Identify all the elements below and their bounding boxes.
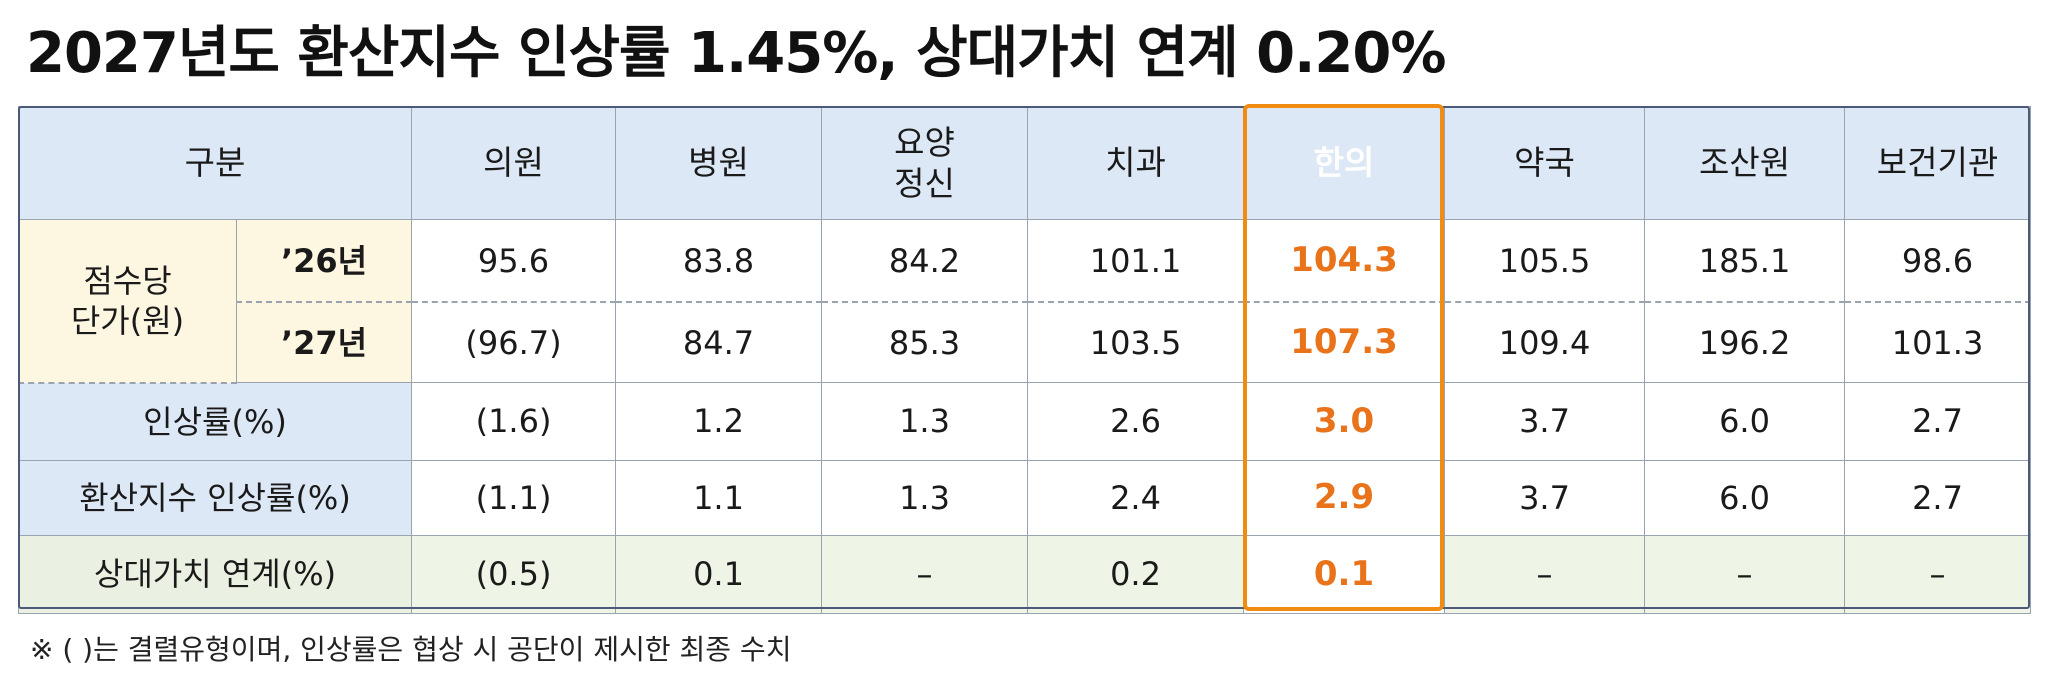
cell: 84.7 <box>615 301 823 383</box>
cell: 105.5 <box>1444 219 1646 303</box>
fee-table: 구분 의원 병원 요양 정신 치과 한의 약국 조산원 보건기관 점수당 단가(… <box>17 104 2032 614</box>
header-col-hospital: 병원 <box>615 106 823 220</box>
header-col-dental: 치과 <box>1027 106 1245 220</box>
cell: 83.8 <box>615 219 823 303</box>
cell: 0.2 <box>1027 534 1245 614</box>
cell: 84.2 <box>821 219 1029 303</box>
header-col-clinic: 의원 <box>411 106 617 220</box>
cell: 109.4 <box>1444 301 1646 383</box>
cell: – <box>1644 534 1846 614</box>
cell: 6.0 <box>1644 382 1846 461</box>
footnote: ※ ( )는 결렬유형이며, 인상률은 협상 시 공단이 제시한 최종 수치 <box>30 633 792 666</box>
cell: 0.1 <box>615 534 823 614</box>
cell: 2.7 <box>1844 459 2032 536</box>
cell: 1.1 <box>615 459 823 536</box>
cell: 185.1 <box>1644 219 1846 303</box>
table-row-conversion-rate: 환산지수 인상률(%) (1.1) 1.1 1.3 2.4 2.9 3.7 6.… <box>17 459 2032 536</box>
cell: 85.3 <box>821 301 1029 383</box>
row-label-relative-value: 상대가치 연계(%) <box>17 534 413 614</box>
cell-highlight: 104.3 <box>1243 219 1446 303</box>
header-col-nursing: 요양 정신 <box>821 106 1029 220</box>
cell-highlight: 2.9 <box>1243 459 1446 536</box>
cell: 6.0 <box>1644 459 1846 536</box>
cell: 1.3 <box>821 459 1029 536</box>
cell: 1.2 <box>615 382 823 461</box>
fee-table-grid: 구분 의원 병원 요양 정신 치과 한의 약국 조산원 보건기관 점수당 단가(… <box>17 106 2032 614</box>
row-label-rate: 인상률(%) <box>17 382 413 461</box>
cell: 196.2 <box>1644 301 1846 383</box>
cell: 95.6 <box>411 219 617 303</box>
table-row-rate: 인상률(%) (1.6) 1.2 1.3 2.6 3.0 3.7 6.0 2.7 <box>17 382 2032 461</box>
table-row-2026: 점수당 단가(원) ’26년 95.6 83.8 84.2 101.1 104.… <box>18 219 2032 384</box>
header-category: 구분 <box>17 106 413 220</box>
row-label-2026: ’26년 <box>235 219 413 303</box>
header-col-midwifery: 조산원 <box>1644 106 1846 220</box>
unit-price-label: 점수당 단가(원) <box>18 219 237 384</box>
cell-highlight: 0.1 <box>1243 534 1446 614</box>
cell: – <box>1844 534 2032 614</box>
page-title: 2027년도 환산지수 인상률 1.45%, 상대가치 연계 0.20% <box>26 21 1446 86</box>
cell: – <box>1444 534 1646 614</box>
header-col-pharmacy: 약국 <box>1444 106 1646 220</box>
header-col-health-center: 보건기관 <box>1844 106 2032 220</box>
cell: (0.5) <box>411 534 617 614</box>
cell: 2.6 <box>1027 382 1245 461</box>
cell: (1.1) <box>411 459 617 536</box>
cell: 3.7 <box>1444 382 1646 461</box>
header-col-oriental-medicine: 한의 <box>1243 106 1446 220</box>
cell: – <box>821 534 1029 614</box>
cell-highlight: 107.3 <box>1243 301 1446 383</box>
cell-highlight: 3.0 <box>1243 382 1446 461</box>
table-row-relative-value: 상대가치 연계(%) (0.5) 0.1 – 0.2 0.1 – – – <box>17 534 2032 614</box>
cell: 103.5 <box>1027 301 1245 383</box>
cell: (96.7) <box>411 301 617 383</box>
row-label-conversion-rate: 환산지수 인상률(%) <box>17 459 413 536</box>
cell: 101.1 <box>1027 219 1245 303</box>
table-row-2027: ’27년 (96.7) 84.7 85.3 103.5 107.3 109.4 … <box>19 301 2032 383</box>
cell: 2.7 <box>1844 382 2032 461</box>
header-row: 구분 의원 병원 요양 정신 치과 한의 약국 조산원 보건기관 <box>17 106 2032 220</box>
cell: 101.3 <box>1844 301 2032 383</box>
cell: 3.7 <box>1444 459 1646 536</box>
cell: 98.6 <box>1844 219 2032 303</box>
row-label-2027: ’27년 <box>235 301 413 383</box>
cell: 1.3 <box>821 382 1029 461</box>
cell: 2.4 <box>1027 459 1245 536</box>
cell: (1.6) <box>411 382 617 461</box>
